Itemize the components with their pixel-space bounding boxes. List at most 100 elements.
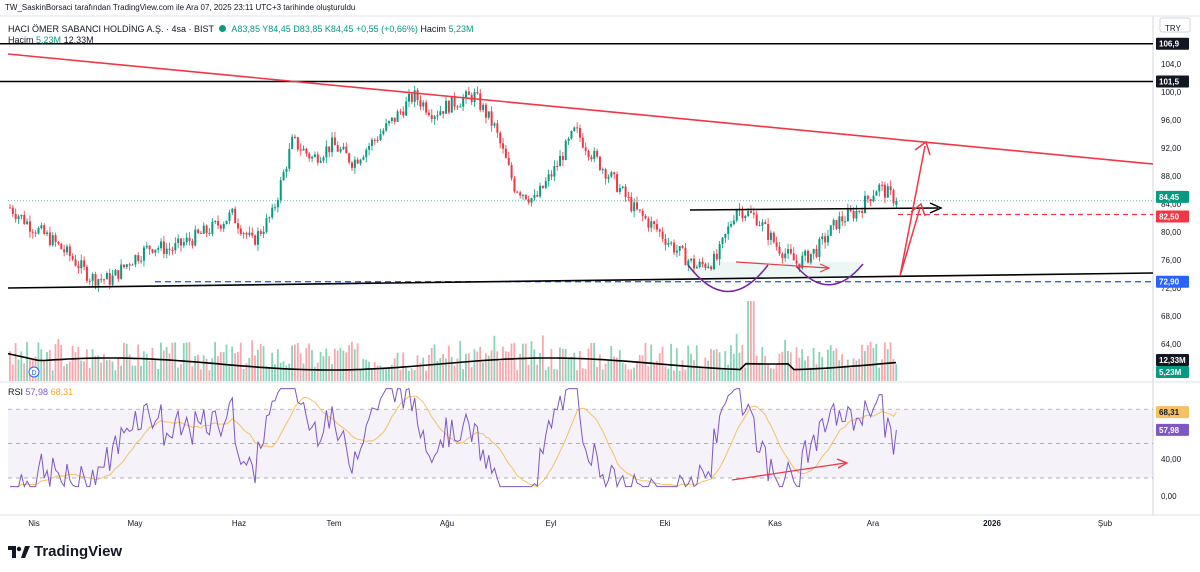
candle-body (621, 186, 624, 188)
volume-bar (459, 341, 462, 381)
candle-body (433, 116, 436, 119)
time-tick-label: May (127, 519, 142, 528)
candle-body (881, 184, 884, 186)
volume-bar (9, 351, 11, 381)
volume-bar (741, 345, 744, 381)
rsi-value-label-text: 57,98 (1159, 426, 1180, 435)
candle-body (282, 171, 285, 181)
candle-body (447, 100, 450, 113)
volume-bar (299, 353, 302, 381)
candle-body (439, 111, 442, 116)
candle-body (328, 146, 331, 153)
volume-bar (373, 362, 376, 381)
candle-body (160, 241, 163, 249)
volume-bar (858, 358, 861, 381)
candle-body (402, 111, 405, 116)
currency-label[interactable]: TRY (1165, 24, 1181, 33)
volume-bar (199, 369, 202, 381)
candle-body (886, 186, 889, 198)
candle-body (550, 174, 553, 177)
candle-body (348, 153, 351, 163)
price-tick-label: 88,00 (1161, 172, 1182, 181)
volume-bar (120, 365, 122, 381)
volume-bar (333, 348, 336, 381)
volume-bar (655, 360, 658, 381)
candle-body (559, 156, 562, 167)
volume-bar (573, 352, 576, 381)
volume-legend-label[interactable]: Hacim (8, 35, 34, 45)
candle-body (675, 250, 678, 253)
price-divergence-line (735, 261, 829, 269)
candle-body (618, 187, 621, 192)
volume-bar (838, 360, 841, 381)
price-label-text: 106,9 (1159, 40, 1180, 49)
volume-bar (758, 362, 761, 381)
candle-body (832, 220, 835, 226)
volume-bar (123, 342, 125, 381)
volume-bar (265, 366, 268, 381)
volume-bar (835, 348, 838, 381)
volume-bar (627, 369, 630, 381)
volume-bar (442, 354, 444, 381)
volume-bar (54, 344, 57, 381)
candle-body (77, 265, 80, 269)
candle-body (313, 154, 316, 157)
symbol-name[interactable]: HACI ÖMER SABANCI HOLDİNG A.Ş. (8, 24, 164, 34)
candle-body (219, 225, 222, 229)
candle-body (339, 149, 342, 152)
candle-body (430, 115, 433, 119)
candle-body (681, 246, 684, 248)
volume-bar (775, 364, 778, 381)
volume-bar (598, 354, 601, 381)
candle-body (311, 156, 314, 159)
volume-bar (180, 364, 182, 381)
volume-bar (370, 368, 373, 381)
volume-bar (781, 351, 784, 381)
volume-bar (496, 351, 499, 381)
volume-bar (308, 343, 311, 381)
volume-bar (530, 341, 533, 381)
candle-body (188, 237, 191, 241)
volume-bar (77, 346, 80, 381)
volume-bar (134, 365, 137, 381)
candle-body (14, 213, 17, 219)
volume-bar (388, 367, 390, 381)
price-tick-label: 84,00 (1161, 200, 1182, 209)
volume-bar (564, 348, 567, 381)
candle-body (732, 220, 735, 225)
volume-bar (618, 350, 621, 381)
candle-body (499, 132, 502, 144)
volume-bar (473, 349, 476, 381)
candle-body (100, 279, 103, 281)
candle-body (861, 211, 864, 214)
candle-body (687, 260, 690, 266)
candle-body (436, 115, 439, 117)
bottom-zone-shade (690, 262, 860, 278)
candle-body (422, 102, 425, 107)
volume-bar (345, 352, 348, 381)
rsi-label[interactable]: RSI (8, 387, 24, 397)
candle-body (74, 259, 77, 266)
target-arrowhead (914, 140, 931, 156)
candle-body (467, 91, 470, 95)
candle-body (40, 225, 43, 229)
candle-body (234, 208, 237, 224)
candle-body (151, 249, 154, 253)
candle-body (254, 235, 257, 245)
candle-body (345, 146, 348, 154)
candle-body (11, 207, 14, 214)
volume-bar (137, 344, 140, 381)
candle-body (584, 147, 587, 151)
volume-bar (792, 368, 795, 381)
volume-bar (658, 353, 661, 381)
volume-bar (88, 367, 91, 381)
volume-bar (869, 341, 872, 381)
candle-body (647, 218, 650, 228)
volume-bar (111, 361, 114, 381)
volume-bar (177, 367, 179, 381)
dividend-marker-letter: D (31, 370, 36, 377)
tradingview-logo: TradingView (8, 543, 122, 560)
candle-body (105, 273, 108, 280)
volume-bar (561, 348, 564, 381)
